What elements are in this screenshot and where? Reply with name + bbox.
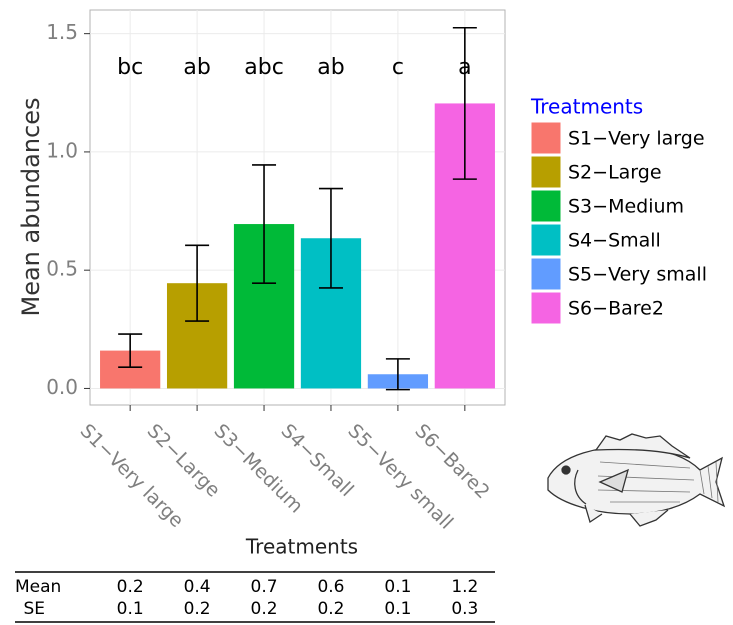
legend-label: S2−Large: [568, 162, 662, 184]
y-tick-label: 0.0: [46, 375, 78, 399]
legend-label: S3−Medium: [568, 196, 684, 218]
x-axis-label: Treatments: [245, 535, 358, 559]
table-row-label: SE: [23, 599, 45, 619]
y-tick-label: 0.5: [46, 257, 78, 281]
legend-label: S6−Bare2: [568, 298, 664, 320]
table-cell: 0.3: [451, 599, 478, 619]
table-row-label: Mean: [15, 577, 61, 597]
legend-key: [530, 291, 562, 325]
legend-title: Treatments: [530, 95, 643, 119]
table-cell: 0.6: [317, 577, 344, 597]
table-cell: 0.1: [384, 599, 411, 619]
significance-letter: a: [458, 55, 471, 80]
legend-key: [530, 223, 562, 257]
fish-illustration: [547, 433, 726, 527]
y-tick-label: 1.5: [46, 20, 78, 44]
table-cell: 0.7: [251, 577, 278, 597]
significance-letter: ab: [183, 55, 210, 80]
legend-key: [530, 189, 562, 223]
legend-label: S5−Very small: [568, 264, 707, 286]
error-bar: [318, 187, 343, 289]
legend-key: [530, 121, 562, 155]
error-bar: [118, 333, 143, 368]
table-cell: 1.2: [451, 577, 478, 597]
significance-letter: c: [392, 55, 404, 80]
y-axis-label: Mean abundances: [17, 98, 45, 317]
legend-key: [530, 155, 562, 189]
error-bar: [385, 358, 410, 391]
legend-key: [530, 257, 562, 291]
significance-letter: bc: [117, 55, 143, 80]
error-bar: [252, 164, 277, 284]
table-cell: 0.1: [384, 577, 411, 597]
table-cell: 0.2: [117, 577, 144, 597]
table-cell: 0.2: [317, 599, 344, 619]
table-cell: 0.4: [184, 577, 211, 597]
significance-letter: ab: [317, 55, 344, 80]
significance-letter: abc: [244, 55, 284, 80]
legend-label: S1−Very large: [568, 128, 705, 150]
table-cell: 0.2: [251, 599, 278, 619]
table-cell: 0.2: [184, 599, 211, 619]
error-bar: [185, 244, 210, 322]
table-cell: 0.1: [117, 599, 144, 619]
legend-label: S4−Small: [568, 230, 661, 252]
error-bar: [452, 26, 477, 180]
y-tick-label: 1.0: [46, 138, 78, 162]
